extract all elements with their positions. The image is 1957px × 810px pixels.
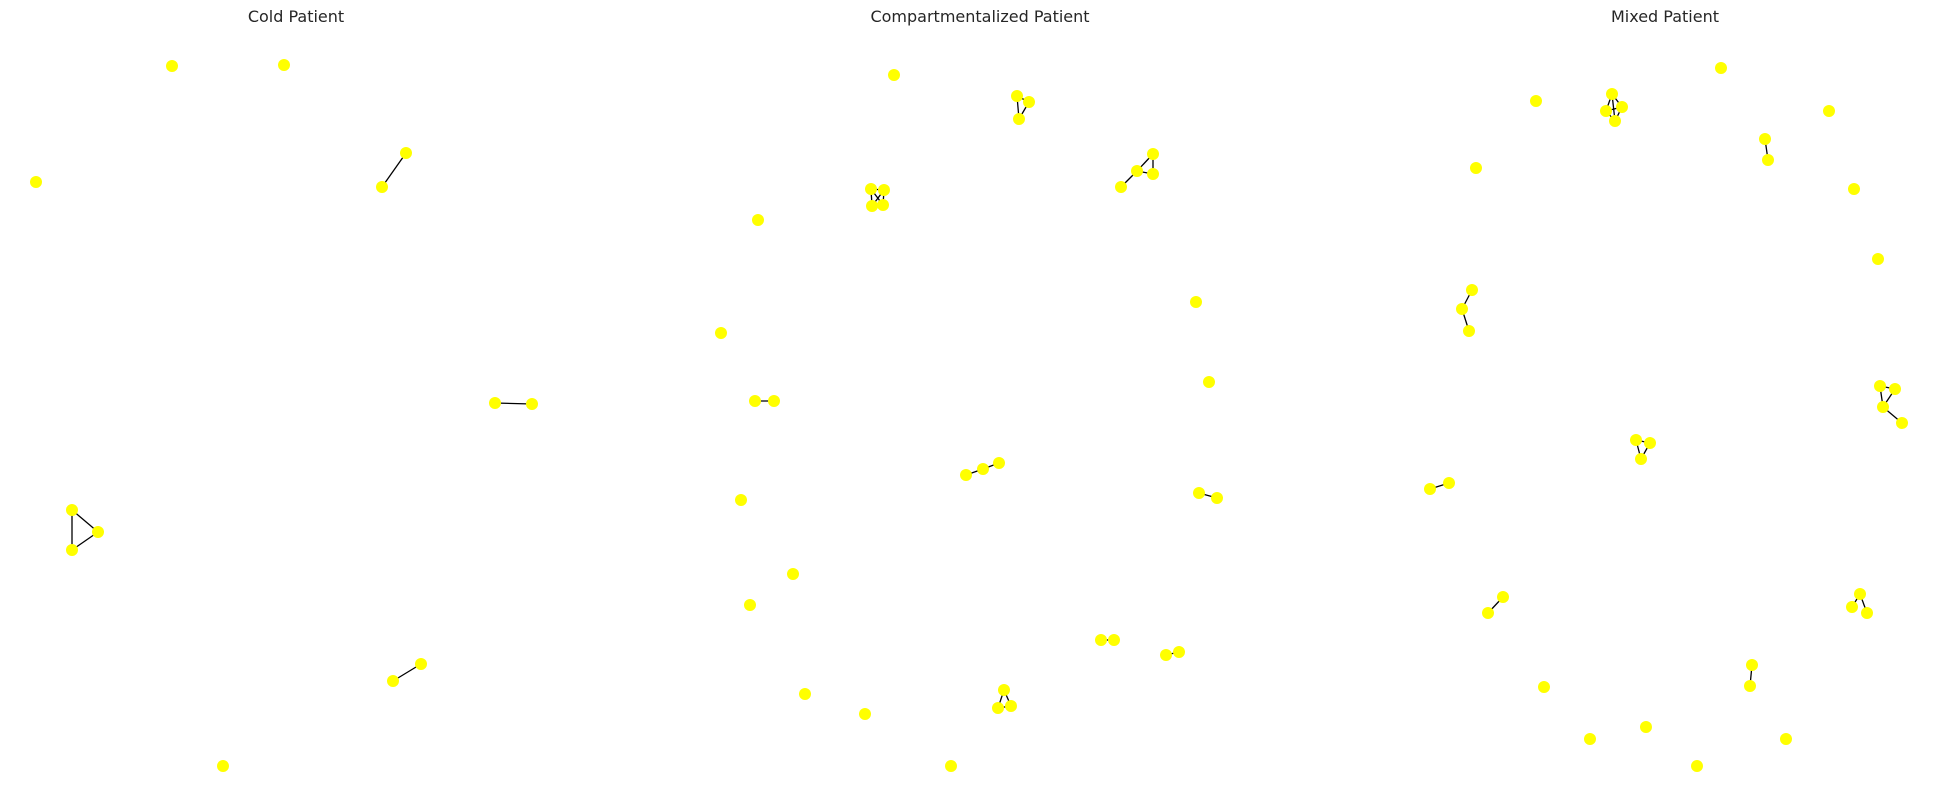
graph-node — [787, 568, 799, 580]
graph-node — [960, 469, 972, 481]
graph-node — [1616, 101, 1628, 113]
panel-mixed-patient: Mixed Patient — [1424, 7, 1908, 772]
graph-node — [1530, 95, 1542, 107]
graph-node — [1600, 105, 1612, 117]
graph-node — [66, 504, 78, 516]
graph-node — [66, 544, 78, 556]
node-layer — [715, 69, 1223, 772]
graph-node — [1584, 733, 1596, 745]
graph-node — [1023, 96, 1035, 108]
graph-node — [400, 147, 412, 159]
graph-node — [1005, 700, 1017, 712]
node-layer — [1424, 62, 1908, 772]
graph-node — [1456, 303, 1468, 315]
graph-node — [1108, 634, 1120, 646]
graph-node — [993, 457, 1005, 469]
graph-node — [1606, 88, 1618, 100]
graph-node — [1497, 591, 1509, 603]
graph-node — [1443, 477, 1455, 489]
graph-node — [1744, 680, 1756, 692]
panel-title-cold-patient: Cold Patient — [248, 7, 344, 26]
graph-node — [1759, 133, 1771, 145]
graph-node — [888, 69, 900, 81]
graph-node — [166, 60, 178, 72]
graph-node — [1011, 90, 1023, 102]
graph-node — [749, 395, 761, 407]
graph-node — [1160, 649, 1172, 661]
graph-node — [977, 463, 989, 475]
graph-node — [998, 684, 1010, 696]
graph-node — [1746, 659, 1758, 671]
graph-node — [1538, 681, 1550, 693]
graph-node — [1463, 325, 1475, 337]
panel-title-compartmentalized-patient: Compartmentalized Patient — [870, 7, 1089, 26]
graph-node — [1466, 284, 1478, 296]
graph-node — [1470, 162, 1482, 174]
graph-node — [878, 184, 890, 196]
graph-node — [1635, 453, 1647, 465]
graph-node — [1640, 721, 1652, 733]
graph-node — [1630, 434, 1642, 446]
panel-cold-patient: Cold Patient — [30, 7, 538, 772]
graph-node — [1095, 634, 1107, 646]
graph-node — [744, 599, 756, 611]
graph-node — [799, 688, 811, 700]
graph-node — [489, 397, 501, 409]
graph-node — [1190, 296, 1202, 308]
graph-node — [1889, 383, 1901, 395]
graph-node — [1013, 113, 1025, 125]
graph-node — [1147, 168, 1159, 180]
graph-node — [526, 398, 538, 410]
graph-node — [735, 494, 747, 506]
graph-node — [1854, 588, 1866, 600]
graph-node — [877, 199, 889, 211]
graph-node — [1823, 105, 1835, 117]
panel-title-mixed-patient: Mixed Patient — [1611, 7, 1719, 26]
edge-layer — [71, 152, 533, 682]
graph-node — [715, 327, 727, 339]
graph-node — [387, 675, 399, 687]
graph-node — [866, 200, 878, 212]
graph-node — [1147, 148, 1159, 160]
graph-node — [859, 708, 871, 720]
graph-node — [1896, 417, 1908, 429]
graph-node — [865, 183, 877, 195]
edge-layer — [755, 95, 1218, 709]
graph-node — [1872, 253, 1884, 265]
graph-node — [1203, 376, 1215, 388]
graph-node — [1861, 607, 1873, 619]
graph-node — [1715, 62, 1727, 74]
graph-node — [1644, 437, 1656, 449]
graph-node — [945, 760, 957, 772]
graph-node — [415, 658, 427, 670]
graph-node — [1846, 601, 1858, 613]
graph-node — [278, 59, 290, 71]
graph-node — [1609, 115, 1621, 127]
graph-node — [92, 526, 104, 538]
graph-node — [1877, 401, 1889, 413]
graph-node — [1848, 183, 1860, 195]
graph-node — [376, 181, 388, 193]
graph-edge — [494, 402, 533, 405]
graph-node — [768, 395, 780, 407]
graph-node — [217, 760, 229, 772]
graph-node — [1173, 646, 1185, 658]
graph-node — [1482, 607, 1494, 619]
graph-node — [1762, 154, 1774, 166]
panel-compartmentalized-patient: Compartmentalized Patient — [715, 7, 1223, 772]
node-layer — [30, 59, 538, 772]
graph-node — [1193, 487, 1205, 499]
graph-edge — [381, 152, 407, 188]
graph-node — [992, 702, 1004, 714]
graph-node — [1211, 492, 1223, 504]
graph-node — [1115, 181, 1127, 193]
graph-node — [1780, 733, 1792, 745]
graph-node — [30, 176, 42, 188]
graph-node — [752, 214, 764, 226]
graph-node — [1874, 380, 1886, 392]
graph-node — [1691, 760, 1703, 772]
graph-node — [1424, 483, 1436, 495]
graph-node — [1131, 165, 1143, 177]
